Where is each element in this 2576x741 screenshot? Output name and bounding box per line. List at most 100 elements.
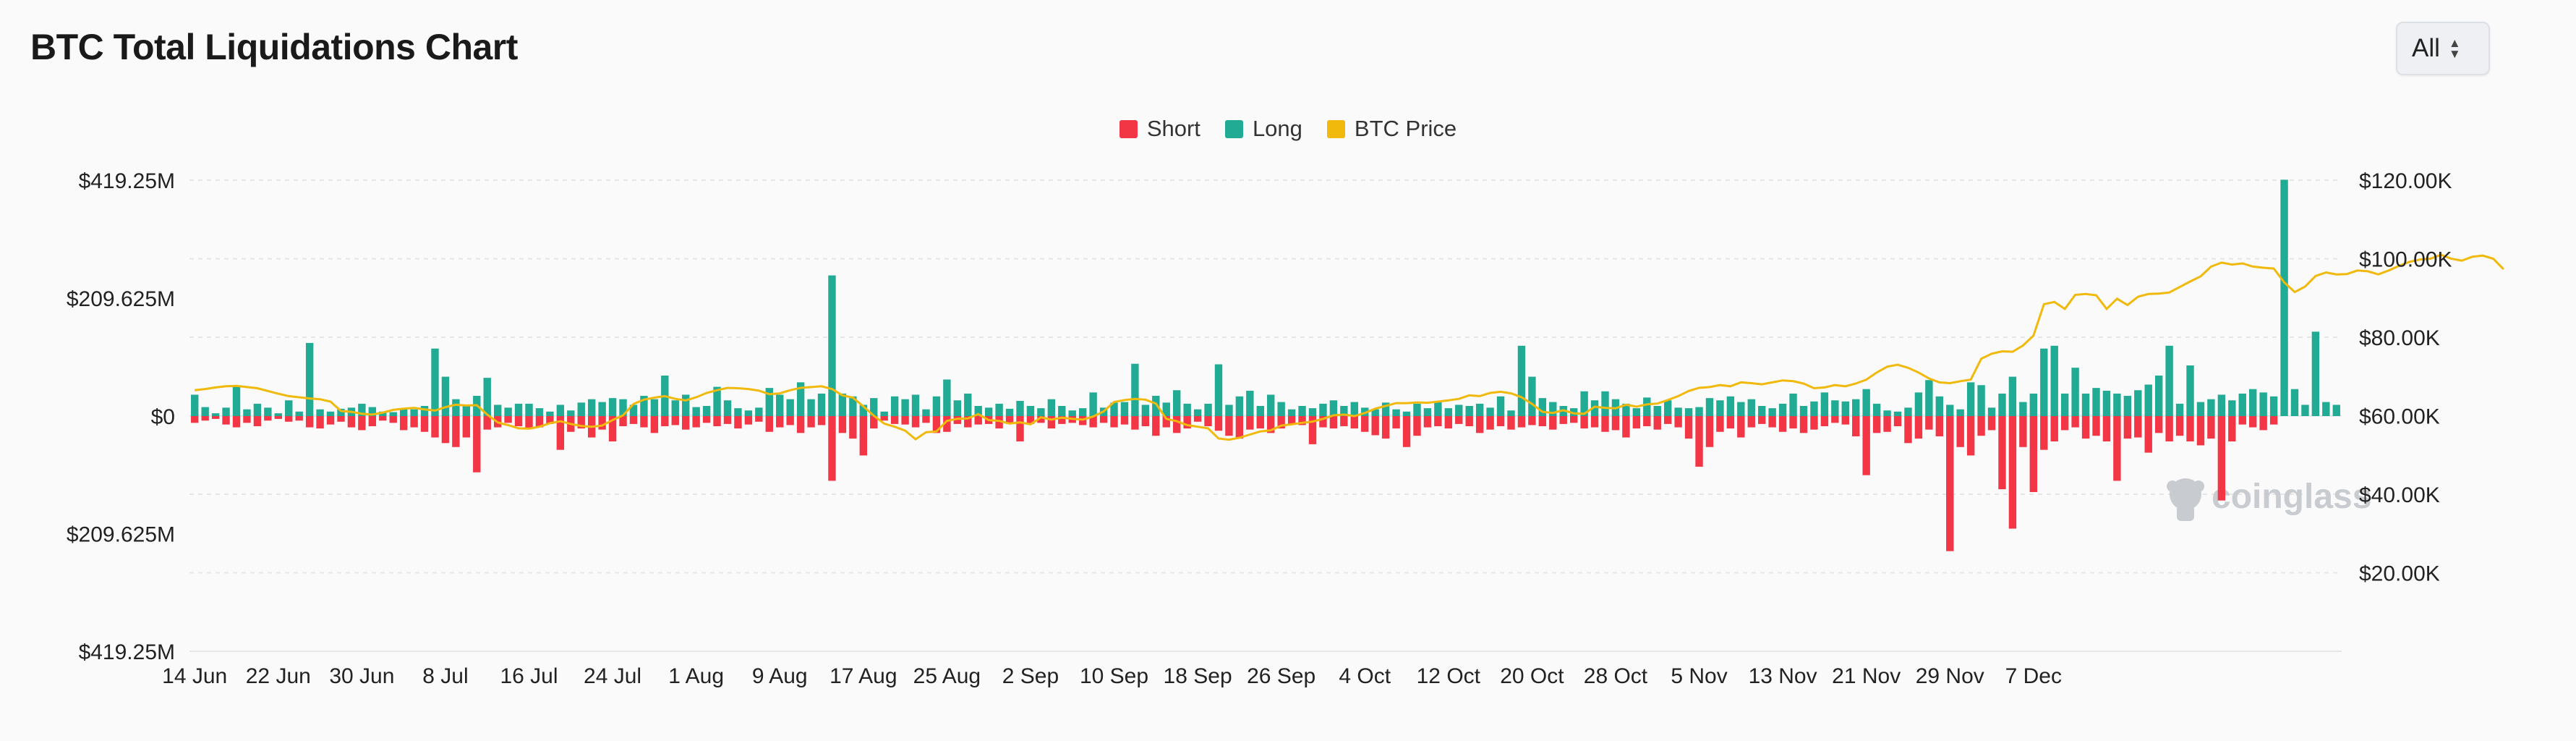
bar-long[interactable]: [1120, 402, 1129, 416]
bar-long[interactable]: [1214, 364, 1223, 416]
bar-short[interactable]: [556, 416, 565, 450]
bar-long[interactable]: [1946, 405, 1954, 416]
range-select[interactable]: All ▲ ▼: [2396, 22, 2490, 75]
bar-long[interactable]: [2259, 392, 2267, 416]
bar-short[interactable]: [316, 416, 324, 429]
bar-short[interactable]: [776, 416, 784, 428]
bar-short[interactable]: [1549, 416, 1557, 430]
bar-short[interactable]: [2228, 416, 2236, 441]
bar-short[interactable]: [1841, 416, 1849, 425]
bar-short[interactable]: [1235, 416, 1244, 439]
bar-long[interactable]: [1298, 406, 1306, 416]
bar-short[interactable]: [1298, 416, 1306, 425]
bar-short[interactable]: [786, 416, 794, 425]
bar-short[interactable]: [911, 416, 920, 428]
bar-short[interactable]: [1507, 416, 1515, 430]
bar-short[interactable]: [1340, 416, 1348, 426]
bar-short[interactable]: [504, 416, 512, 423]
bar-short[interactable]: [1601, 416, 1609, 432]
bar-short[interactable]: [1287, 416, 1296, 424]
bar-long[interactable]: [410, 409, 418, 416]
bar-long[interactable]: [1005, 408, 1014, 416]
bar-short[interactable]: [1246, 416, 1254, 430]
bar-long[interactable]: [1768, 408, 1776, 416]
bar-short[interactable]: [1465, 416, 1473, 426]
bar-long[interactable]: [1998, 393, 2006, 416]
bar-long[interactable]: [608, 398, 617, 416]
bar-short[interactable]: [671, 416, 679, 425]
bar-short[interactable]: [870, 416, 878, 429]
bar-long[interactable]: [859, 405, 868, 416]
bar-long[interactable]: [1789, 393, 1797, 416]
bar-short[interactable]: [462, 416, 471, 438]
bar-long[interactable]: [1632, 408, 1641, 416]
bar-long[interactable]: [1141, 405, 1150, 416]
bar-short[interactable]: [817, 416, 826, 425]
bar-long[interactable]: [1538, 398, 1547, 416]
bar-long[interactable]: [1601, 391, 1609, 416]
bar-long[interactable]: [1026, 406, 1035, 416]
bar-short[interactable]: [744, 416, 753, 425]
bar-short[interactable]: [2238, 416, 2246, 425]
bar-long[interactable]: [2207, 399, 2215, 416]
bar-short[interactable]: [368, 416, 377, 426]
bar-short[interactable]: [525, 416, 533, 429]
bar-short[interactable]: [1413, 416, 1421, 436]
bar-long[interactable]: [2092, 388, 2100, 416]
bar-long[interactable]: [587, 399, 596, 416]
bar-long[interactable]: [504, 407, 512, 416]
bar-short[interactable]: [1256, 416, 1264, 429]
bar-short[interactable]: [1120, 416, 1129, 425]
bar-short[interactable]: [734, 416, 742, 429]
bar-long[interactable]: [2154, 376, 2163, 416]
bar-short[interactable]: [347, 416, 356, 428]
bar-short[interactable]: [441, 416, 450, 444]
bar-short[interactable]: [2134, 416, 2142, 438]
bar-short[interactable]: [2207, 416, 2215, 439]
bar-long[interactable]: [2238, 393, 2246, 416]
bar-short[interactable]: [211, 416, 220, 419]
bar-long[interactable]: [1455, 405, 1463, 416]
bar-short[interactable]: [922, 416, 930, 423]
bar-long[interactable]: [1580, 391, 1588, 416]
bar-short[interactable]: [828, 416, 836, 481]
bar-long[interactable]: [2311, 331, 2320, 416]
bar-short[interactable]: [1611, 416, 1620, 431]
bar-short[interactable]: [1705, 416, 1714, 447]
bar-short[interactable]: [1695, 416, 1703, 467]
bar-short[interactable]: [1966, 416, 1975, 456]
bar-long[interactable]: [1716, 400, 1724, 416]
bar-short[interactable]: [274, 416, 282, 419]
bar-long[interactable]: [556, 405, 565, 416]
bar-long[interactable]: [462, 405, 471, 416]
bar-short[interactable]: [1517, 416, 1526, 428]
bar-long[interactable]: [358, 403, 366, 416]
bar-long[interactable]: [379, 411, 387, 416]
bar-short[interactable]: [1799, 416, 1808, 433]
bar-short[interactable]: [1402, 416, 1411, 447]
bar-long[interactable]: [535, 408, 544, 416]
bar-short[interactable]: [389, 416, 397, 423]
bar-short[interactable]: [1058, 416, 1066, 424]
bar-short[interactable]: [1005, 416, 1014, 424]
bar-long[interactable]: [1444, 408, 1453, 416]
bar-short[interactable]: [1455, 416, 1463, 424]
bar-long[interactable]: [880, 411, 888, 416]
bar-long[interactable]: [1841, 401, 1849, 416]
bar-long[interactable]: [1267, 394, 1275, 416]
bar-short[interactable]: [2060, 416, 2069, 431]
bar-long[interactable]: [1068, 410, 1076, 416]
bar-short[interactable]: [2071, 416, 2079, 428]
bar-long[interactable]: [452, 399, 460, 416]
bar-long[interactable]: [734, 408, 742, 416]
bar-short[interactable]: [995, 416, 1003, 429]
bar-long[interactable]: [2301, 405, 2309, 416]
bar-long[interactable]: [1235, 396, 1244, 416]
bar-short[interactable]: [2175, 416, 2184, 436]
bar-short[interactable]: [1632, 416, 1641, 429]
bar-short[interactable]: [849, 416, 857, 439]
bar-long[interactable]: [1277, 402, 1285, 416]
bar-long[interactable]: [1977, 385, 1985, 416]
bar-long[interactable]: [2102, 391, 2111, 416]
bar-long[interactable]: [264, 407, 272, 416]
